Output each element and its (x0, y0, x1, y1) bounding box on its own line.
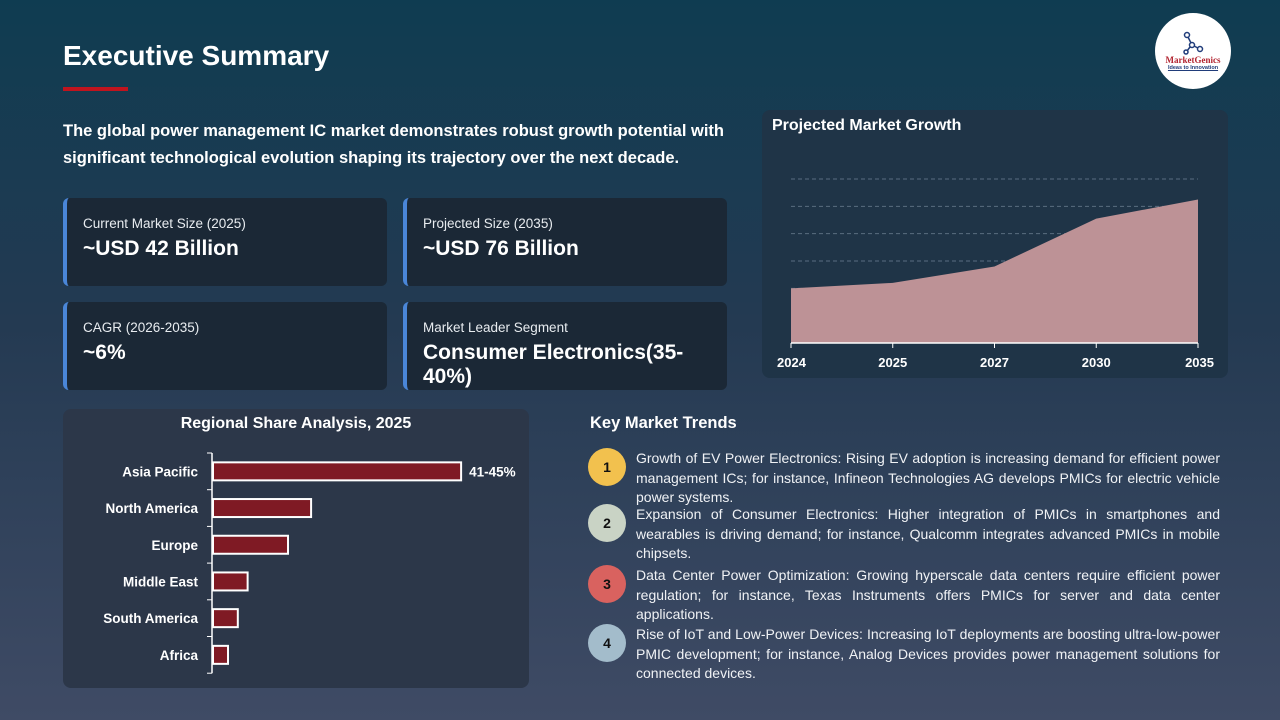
card-label: Projected Size (2035) (423, 216, 553, 231)
regional-bar-chart: Asia Pacific 41-45% North America Europe Mid… (103, 452, 516, 674)
regional-chart-title: Regional Share Analysis, 2025 (180, 415, 412, 432)
category-label: Africa (160, 648, 199, 663)
logo-tagline: Ideas to Innovation (1167, 65, 1219, 71)
intro-text: The global power management IC market de… (63, 122, 724, 167)
trend-text: Growth of EV Power Electronics: Rising E… (636, 450, 1220, 505)
x-tick-label: 2025 (878, 355, 907, 370)
trend-item: 2 Expansion of Consumer Electronics: High… (588, 504, 1220, 564)
card-value: ~USD 42 Billion (83, 237, 239, 260)
data-label: 41-45% (469, 464, 516, 479)
bar (212, 498, 313, 519)
title-underline (63, 87, 128, 91)
bar (212, 571, 249, 592)
x-tick-label: 2027 (980, 355, 1009, 370)
growth-chart-title: Projected Market Growth (772, 117, 962, 134)
card-leader-segment: Market Leader Segment Consumer Electronic… (403, 302, 727, 390)
trend-text: Rise of IoT and Low-Power Devices: Incre… (636, 626, 1220, 681)
growth-chart-panel: Projected Market Growth 2024 2025 2027 2030… (762, 110, 1228, 378)
page-title: Executive Summary (63, 40, 330, 71)
trend-number-badge: 4 (588, 624, 626, 662)
category-label: South America (103, 611, 198, 626)
card-projected-size: Projected Size (2035) ~USD 76 Billion (403, 198, 727, 286)
x-tick-label: 2035 (1185, 355, 1214, 370)
card-value: ~USD 76 Billion (423, 237, 579, 260)
x-tick-label: 2024 (777, 355, 807, 370)
card-value: ~6% (83, 341, 126, 364)
trend-number-badge: 2 (588, 504, 626, 542)
trend-number-badge: 1 (588, 448, 626, 486)
bar (212, 644, 230, 665)
regional-chart-panel: Regional Share Analysis, 2025 Asia Pacif… (63, 409, 529, 688)
category-label: North America (105, 501, 198, 516)
trend-text: Expansion of Consumer Electronics: Highe… (636, 506, 1220, 561)
category-label: Europe (151, 538, 198, 553)
company-logo: MarketGenics Ideas to Innovation (1155, 13, 1231, 89)
category-label: Asia Pacific (122, 464, 198, 479)
card-cagr: CAGR (2026-2035) ~6% (63, 302, 387, 390)
logo-name: MarketGenics (1165, 55, 1221, 65)
network-icon (1183, 31, 1204, 55)
card-label: Current Market Size (2025) (83, 216, 246, 231)
card-value: Consumer Electronics(35-40%) (423, 341, 684, 388)
category-label: Middle East (123, 574, 199, 589)
trend-number-badge: 3 (588, 565, 626, 603)
trend-item: 3 Data Center Power Optimization: Growing… (588, 565, 1220, 625)
trend-item: 4 Rise of IoT and Low-Power Devices: Incr… (588, 624, 1220, 684)
trend-item: 1 Growth of EV Power Electronics: Rising … (588, 448, 1220, 508)
bar (212, 461, 463, 482)
area-series (791, 199, 1198, 343)
growth-area-chart: 2024 2025 2027 2030 2035 (777, 178, 1214, 370)
x-tick-label: 2030 (1082, 355, 1111, 370)
bar (212, 608, 239, 629)
card-current-market-size: Current Market Size (2025) ~USD 42 Billio… (63, 198, 387, 286)
trend-text: Data Center Power Optimization: Growing … (636, 567, 1220, 622)
card-label: CAGR (2026-2035) (83, 320, 200, 335)
card-label: Market Leader Segment (423, 320, 568, 335)
trends-title: Key Market Trends (590, 414, 737, 432)
bar (212, 534, 290, 555)
